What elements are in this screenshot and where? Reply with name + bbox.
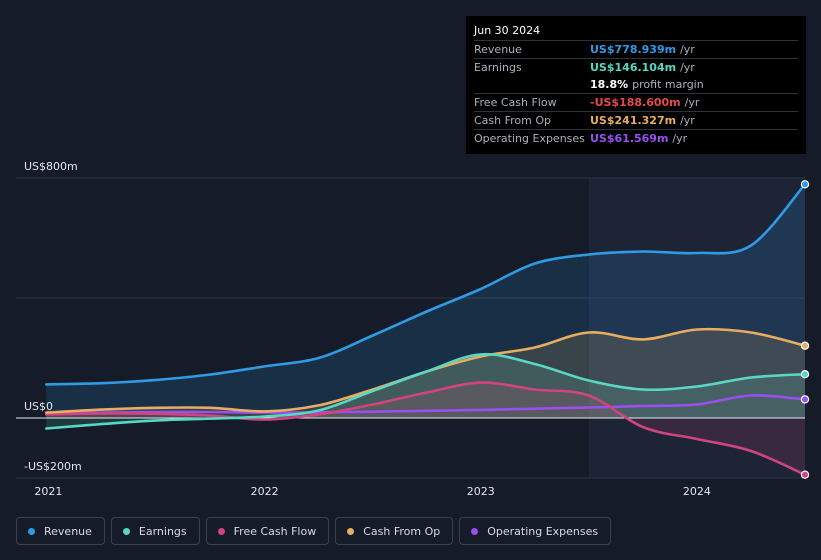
- tooltip-row-revenue: Revenue US$778.939m /yr: [474, 40, 798, 58]
- tooltip-row-operating-expenses: Operating Expenses US$61.569m /yr: [474, 129, 798, 147]
- tooltip-label: Revenue: [474, 43, 522, 56]
- tooltip-unit: /yr: [684, 96, 700, 109]
- series-area-free-cash-flow: [46, 382, 806, 475]
- x-tick-label: 2023: [467, 485, 495, 498]
- tooltip-panel: Jun 30 2024 Revenue US$778.939m /yr Earn…: [466, 16, 806, 154]
- tooltip-value: US$61.569m: [590, 132, 669, 145]
- legend-item-operating-expenses[interactable]: Operating Expenses: [459, 517, 612, 545]
- legend-label: Free Cash Flow: [233, 524, 317, 538]
- tooltip-unit: profit margin: [632, 78, 704, 91]
- legend-label: Operating Expenses: [487, 524, 599, 538]
- tooltip-unit: /yr: [680, 43, 695, 56]
- series-line-free-cash-flow: [45, 381, 807, 476]
- tooltip-label: Free Cash Flow: [474, 96, 557, 109]
- revenue-dot-icon: [28, 527, 35, 535]
- series-area-cash-from-op: [46, 329, 806, 418]
- legend-item-free-cash-flow[interactable]: Free Cash Flow: [205, 517, 330, 545]
- tooltip-value: US$778.939m: [590, 43, 677, 56]
- tooltip-row-profit-margin: 18.8% profit margin: [474, 76, 798, 93]
- series-endpoint-free-cash-flow: [800, 470, 810, 479]
- legend-label: Revenue: [44, 524, 92, 538]
- tooltip-value: -US$188.600m: [590, 96, 681, 109]
- tooltip-label: [474, 76, 590, 93]
- tooltip-label: Earnings: [474, 61, 522, 74]
- series-endpoint-cash-from-op: [800, 341, 810, 350]
- series-area-revenue: [46, 184, 806, 418]
- operating-expenses-dot-icon: [471, 527, 479, 535]
- x-tick-label: 2022: [251, 485, 279, 498]
- legend-label: Earnings: [138, 524, 187, 538]
- cash-from-op-dot-icon: [347, 527, 355, 535]
- series-line-earnings: [45, 352, 807, 430]
- legend: Revenue Earnings Free Cash Flow Cash Fro…: [16, 517, 612, 545]
- tooltip-value: 18.8%: [590, 78, 629, 91]
- tooltip-date: Jun 30 2024: [474, 24, 541, 37]
- x-tick-label: 2021: [34, 485, 62, 498]
- tooltip-row-cash-from-op: Cash From Op US$241.327m /yr: [474, 111, 798, 129]
- series-line-operating-expenses: [45, 394, 807, 415]
- legend-item-cash-from-op[interactable]: Cash From Op: [335, 517, 454, 545]
- tooltip-value: US$241.327m: [590, 114, 677, 127]
- series-endpoint-earnings: [800, 370, 810, 379]
- tooltip-label: Cash From Op: [474, 114, 552, 127]
- tooltip-unit: /yr: [672, 132, 688, 145]
- tooltip-row-free-cash-flow: Free Cash Flow -US$188.600m /yr: [474, 93, 798, 111]
- legend-label: Cash From Op: [363, 524, 441, 538]
- y-axis-label-zero: US$0: [24, 400, 54, 413]
- series-line-revenue: [45, 183, 807, 386]
- x-tick-label: 2024: [683, 485, 711, 498]
- series-endpoint-revenue: [800, 180, 810, 189]
- series-endpoint-operating-expenses: [800, 395, 810, 404]
- legend-item-revenue[interactable]: Revenue: [16, 517, 105, 545]
- tooltip-row-earnings: Earnings US$146.104m /yr: [474, 58, 798, 76]
- free-cash-flow-dot-icon: [217, 527, 225, 535]
- earnings-dot-icon: [122, 527, 130, 535]
- y-axis-label-bottom: -US$200m: [24, 460, 82, 473]
- legend-item-earnings[interactable]: Earnings: [110, 517, 200, 545]
- tooltip-value: US$146.104m: [590, 61, 677, 74]
- tooltip-unit: /yr: [680, 61, 695, 74]
- tooltip-unit: /yr: [680, 114, 695, 127]
- tooltip-label: Operating Expenses: [474, 132, 585, 145]
- y-axis-label-top: US$800m: [24, 160, 78, 173]
